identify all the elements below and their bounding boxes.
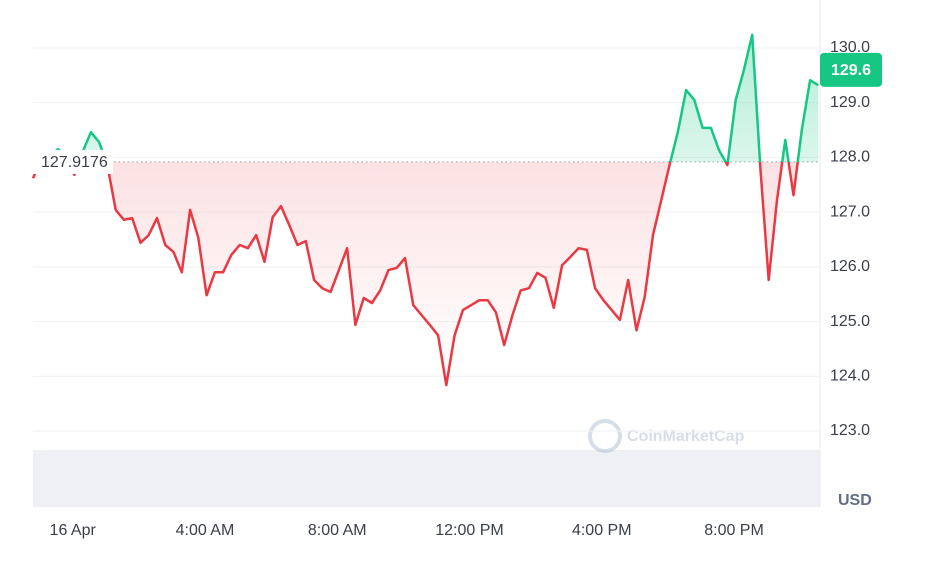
y-tick-label: 127.0 <box>830 203 870 220</box>
volume-area <box>33 450 820 507</box>
y-tick-label: 129.0 <box>830 94 870 111</box>
baseline-label-box <box>33 149 113 174</box>
price-area <box>33 34 819 386</box>
baseline-label: 127.9176 <box>41 154 108 171</box>
x-tick-label: 12:00 PM <box>435 522 503 539</box>
x-tick-label: 8:00 PM <box>704 522 764 539</box>
y-tick-label: 124.0 <box>830 368 870 385</box>
watermark: CoinMarketCap <box>588 419 745 453</box>
x-tick-label: 4:00 AM <box>176 522 235 539</box>
price-line <box>31 33 819 387</box>
y-tick-label: 123.0 <box>830 422 870 439</box>
x-tick-label: 8:00 AM <box>308 522 367 539</box>
y-tick-label: 130.0 <box>830 39 870 56</box>
y-tick-label: 125.0 <box>830 313 870 330</box>
price-tag-label: 129.6 <box>831 62 871 79</box>
x-tick-label: 4:00 PM <box>572 522 632 539</box>
y-tick-label: 126.0 <box>830 258 870 275</box>
currency-label: USD <box>838 492 872 509</box>
watermark-text: CoinMarketCap <box>627 428 745 445</box>
x-tick-label: 16 Apr <box>50 522 97 539</box>
y-tick-label: 128.0 <box>830 149 870 166</box>
price-tag <box>820 52 882 87</box>
